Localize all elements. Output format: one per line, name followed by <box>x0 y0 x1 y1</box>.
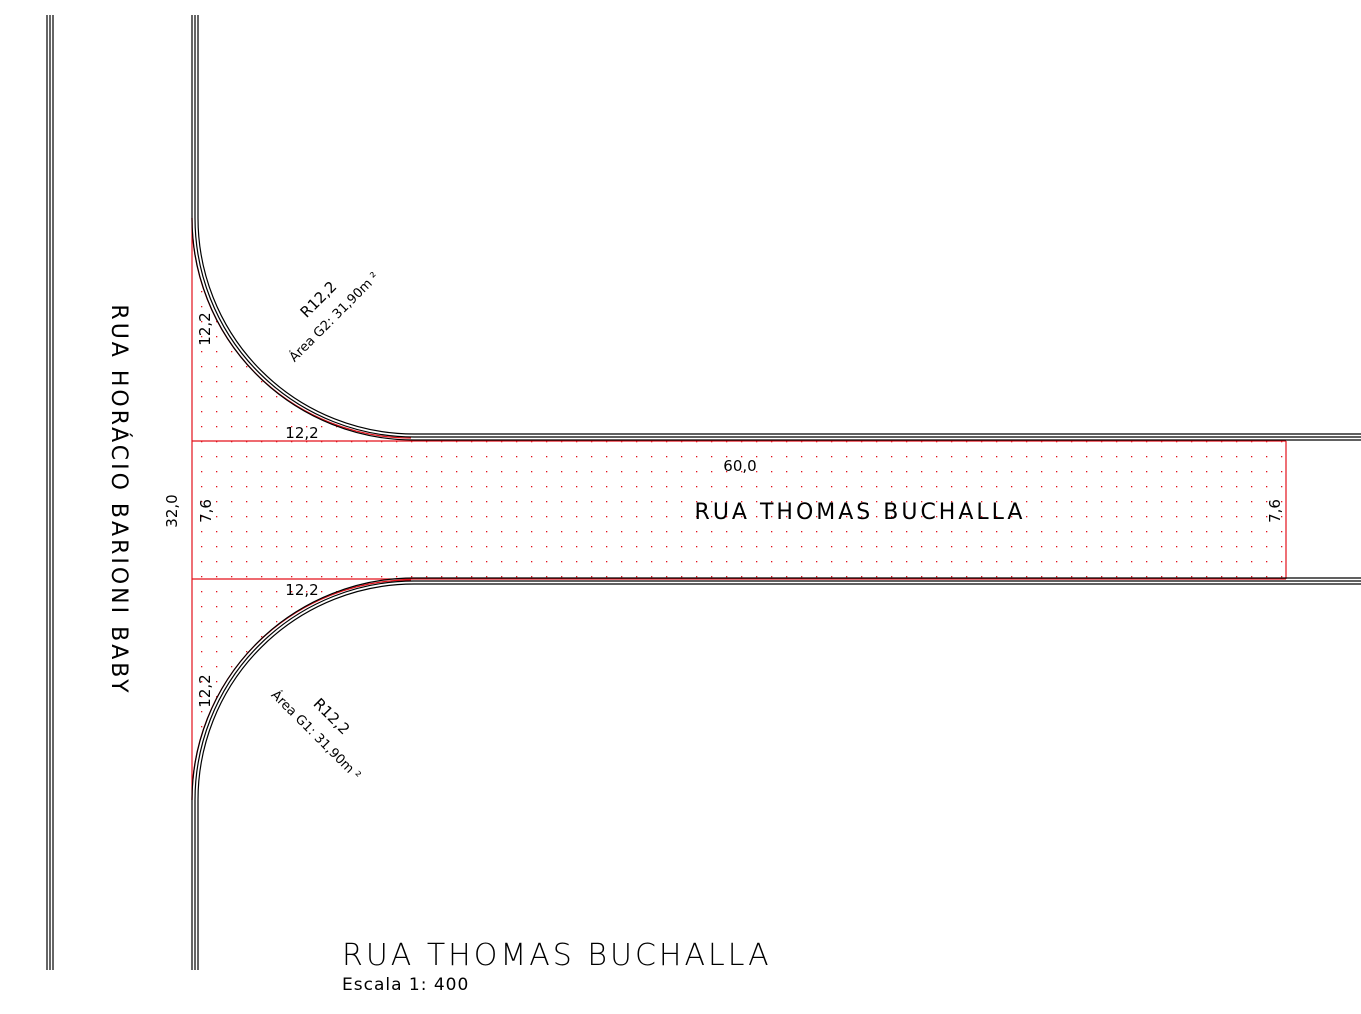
bottom-curb-line <box>191 577 1361 970</box>
dimension-top-leg-vertical: 12,2 <box>196 312 214 345</box>
dimension-length: 60,0 <box>723 457 756 475</box>
horizontal-street-name: RUA THOMAS BUCHALLA <box>695 500 1026 525</box>
drawing-scale: Escala 1: 400 <box>342 975 470 995</box>
dimension-bottom-leg-horizontal: 12,2 <box>285 581 318 599</box>
top-curve-area: Área G2: 31,90m ² <box>286 269 382 365</box>
dimension-width-right: 7,6 <box>1266 499 1284 523</box>
drawing-title: RUA THOMAS BUCHALLA <box>342 938 772 973</box>
left-street-edge <box>46 15 54 970</box>
title-block: RUA THOMAS BUCHALLA Escala 1: 400 <box>342 938 772 995</box>
dimension-width-left: 7,6 <box>197 499 215 523</box>
top-curb-line <box>191 15 1361 441</box>
dimension-top-leg-horizontal: 12,2 <box>285 424 318 442</box>
dimension-bottom-leg-vertical: 12,2 <box>196 674 214 707</box>
vertical-street-name: RUA HORÁCIO BARIONI BABY <box>106 304 132 695</box>
dimension-total-height: 32,0 <box>163 494 181 527</box>
hatched-area <box>191 218 1286 800</box>
